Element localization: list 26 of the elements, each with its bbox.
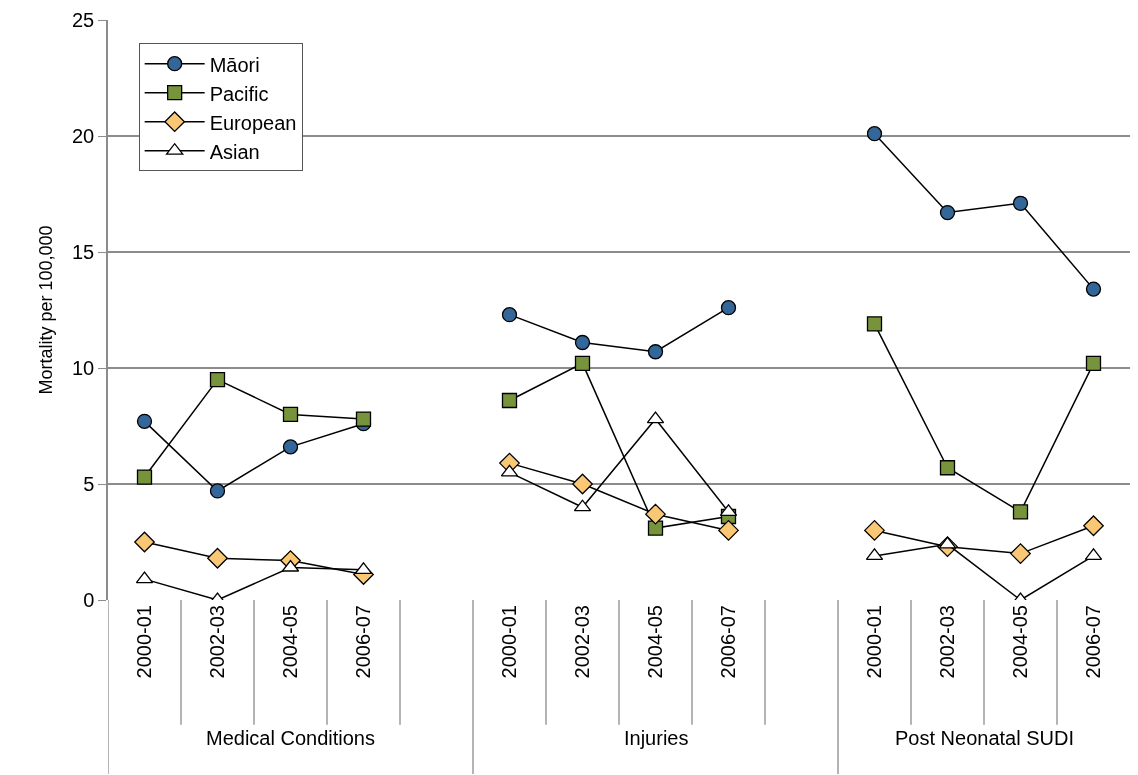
text: Medical Conditions xyxy=(206,727,375,749)
y-tick-label: 25 xyxy=(72,9,95,31)
y-tick-label: 20 xyxy=(72,125,95,147)
legend-label: Asian xyxy=(209,140,260,163)
legend-label: European xyxy=(209,111,297,134)
x-tick-label: 2002-03 xyxy=(936,605,958,679)
x-tick-label: 2002-03 xyxy=(206,605,228,679)
x-tick-label: 2004-05 xyxy=(279,605,301,679)
y-tick-label: 10 xyxy=(72,357,95,379)
y-tick-label: 15 xyxy=(72,241,95,263)
legend-label: Māori xyxy=(209,53,260,76)
x-tick-label: 2006-07 xyxy=(717,605,739,679)
y-axis-title: Mortality per 100,000 xyxy=(35,225,56,395)
x-tick-label: 2000-01 xyxy=(863,605,885,679)
y-tick-label: 0 xyxy=(83,589,95,611)
x-tick-label: 2006-07 xyxy=(352,605,374,679)
x-tick-label: 2000-01 xyxy=(498,605,520,679)
x-tick-label: 2004-05 xyxy=(1009,605,1031,679)
x-tick-label: 2000-01 xyxy=(133,605,155,679)
y-tick-label: 5 xyxy=(83,473,95,495)
x-tick-label: 2006-07 xyxy=(1082,605,1104,679)
text: Post Neonatal SUDI xyxy=(895,727,1074,749)
text: Injuries xyxy=(624,727,689,749)
legend-label: Pacific xyxy=(209,82,269,105)
x-tick-label: 2002-03 xyxy=(571,605,593,679)
x-tick-label: 2004-05 xyxy=(644,605,666,679)
